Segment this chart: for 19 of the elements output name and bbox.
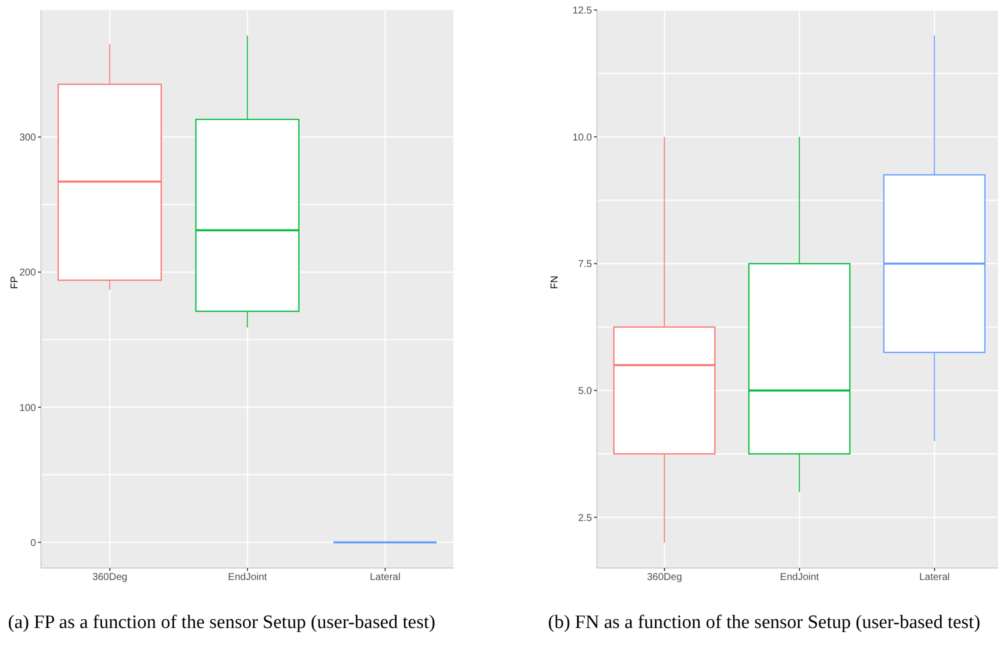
- y-tick-label: 12.5: [572, 6, 592, 17]
- x-tick-label: Lateral: [370, 572, 400, 584]
- y-tick-label: 200: [19, 268, 36, 279]
- x-tick-label: 360Deg: [92, 572, 128, 584]
- y-tick-label: 7.5: [578, 259, 592, 270]
- x-tick-label: Lateral: [919, 572, 950, 584]
- x-tick-label: 360Deg: [646, 572, 682, 584]
- y-axis-title: FP: [10, 276, 21, 289]
- x-tick-label: EndJoint: [780, 572, 820, 584]
- y-tick-label: 5.0: [578, 386, 592, 398]
- y-tick-label: 2.5: [578, 512, 592, 524]
- text: (a) FP as a function of the sensor Setup (user-based test): [8, 611, 436, 635]
- y-axis-title: FN: [550, 276, 561, 289]
- y-tick-label: 0: [30, 538, 36, 549]
- y-tick-label: 300: [19, 132, 36, 144]
- y-tick-label: 10.0: [572, 132, 592, 144]
- text: (b) FN as a function of the sensor Setup (user-based test): [548, 611, 982, 635]
- x-tick-label: EndJoint: [228, 572, 268, 584]
- y-tick-label: 100: [19, 402, 36, 414]
